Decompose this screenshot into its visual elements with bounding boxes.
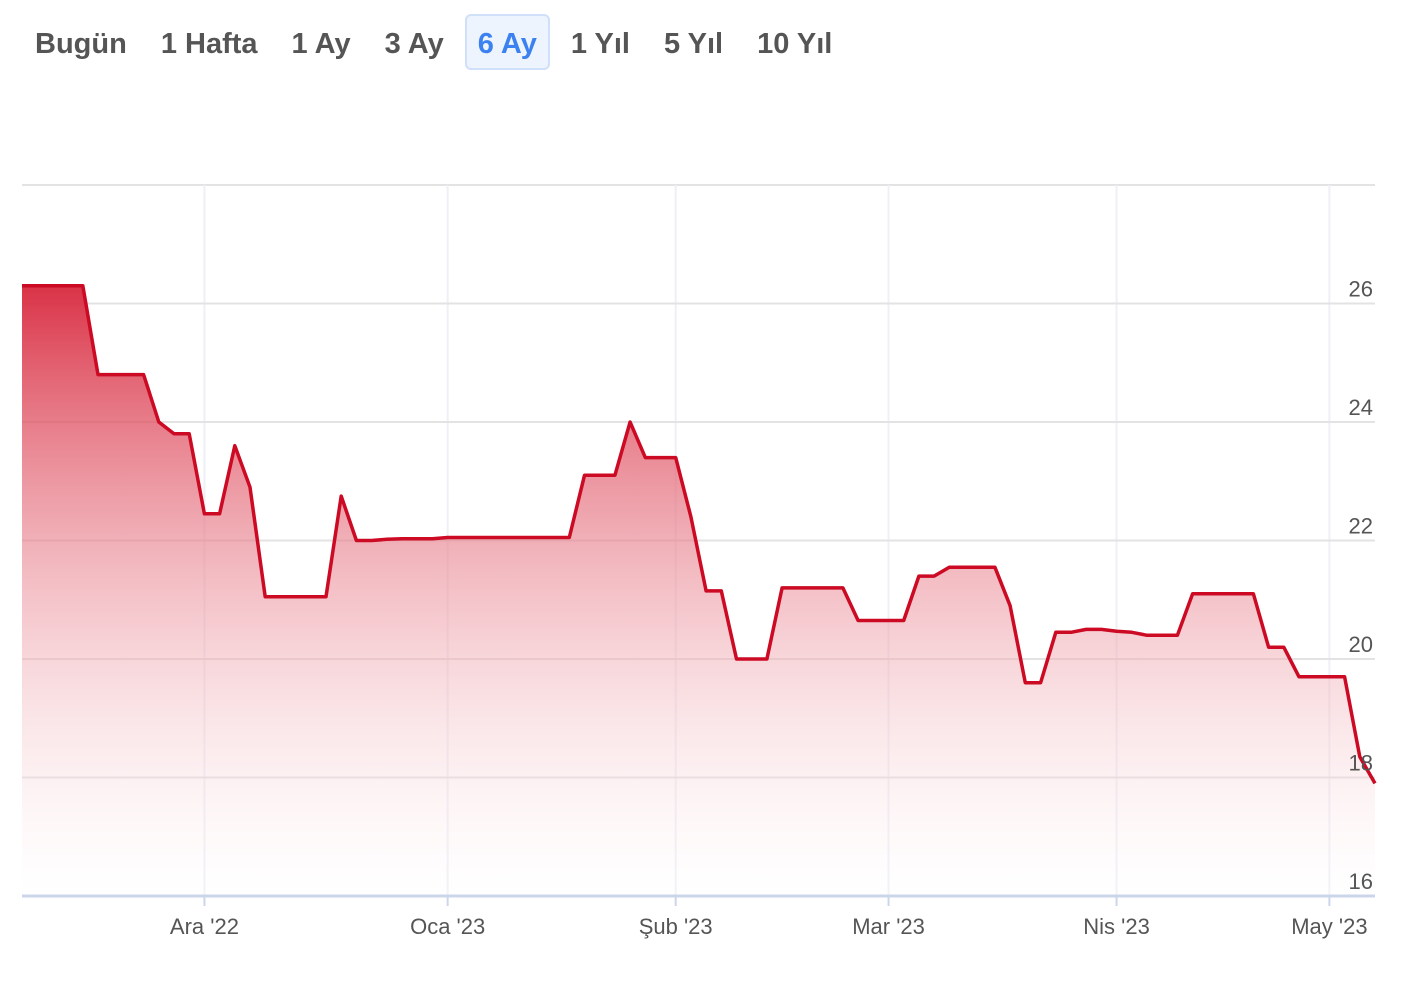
range-tabs: Bugün 1 Hafta 1 Ay 3 Ay 6 Ay 1 Yıl 5 Yıl 10 Yıl	[22, 14, 845, 70]
y-tick-label: 16	[1349, 869, 1373, 894]
x-tick-label: Mar '23	[852, 914, 925, 939]
y-tick-label: 22	[1349, 513, 1373, 538]
y-tick-label: 26	[1349, 276, 1373, 301]
range-tab[interactable]: 5 Yıl	[663, 28, 724, 60]
y-tick-label: 18	[1349, 750, 1373, 775]
range-tab[interactable]: 10 Yıl	[757, 28, 833, 60]
range-tab[interactable]: 1 Yıl	[570, 28, 630, 60]
area-fill	[22, 285, 1375, 896]
range-tab[interactable]: Bugün	[35, 28, 127, 60]
x-tick-label: Nis '23	[1083, 914, 1150, 939]
x-tick-label: Ara '22	[170, 914, 239, 939]
range-tab[interactable]: 1 Ay	[291, 28, 351, 60]
x-tick-label: Şub '23	[639, 914, 713, 939]
x-tick-label: Oca '23	[410, 914, 485, 939]
y-tick-label: 24	[1349, 395, 1373, 420]
y-tick-label: 20	[1349, 632, 1373, 657]
range-tab[interactable]: 1 Hafta	[160, 28, 258, 60]
range-tab[interactable]: 3 Ay	[384, 28, 444, 60]
price-line	[22, 283, 1377, 785]
range-tab[interactable]: 6 Ay	[464, 14, 550, 70]
x-tick-label: May '23	[1291, 914, 1367, 939]
